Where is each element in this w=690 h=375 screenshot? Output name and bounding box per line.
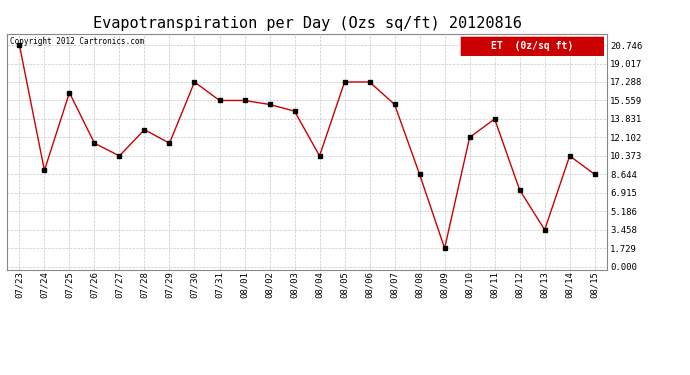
Text: Copyright 2012 Cartronics.com: Copyright 2012 Cartronics.com — [10, 37, 144, 46]
Title: Evapotranspiration per Day (Ozs sq/ft) 20120816: Evapotranspiration per Day (Ozs sq/ft) 2… — [92, 16, 522, 31]
